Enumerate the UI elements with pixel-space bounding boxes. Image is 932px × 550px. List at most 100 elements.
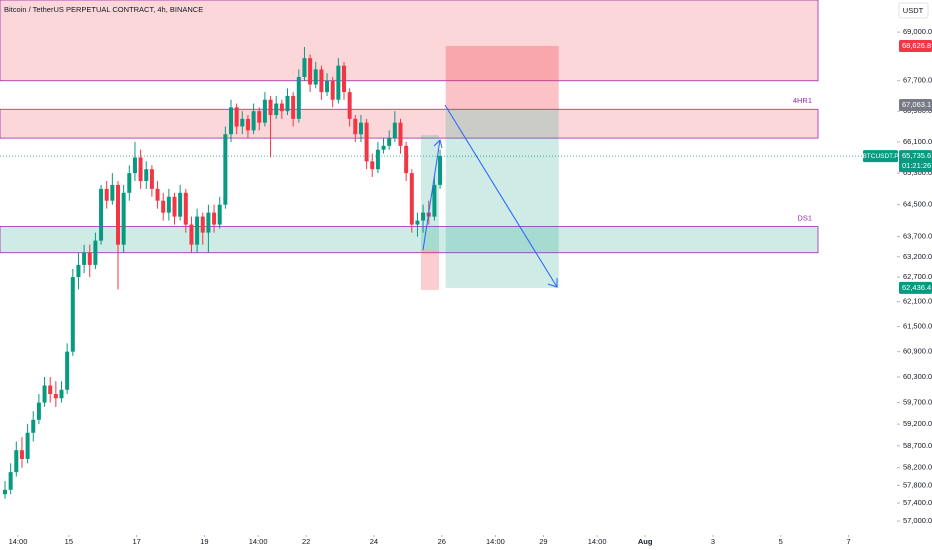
price-label: 67,063.1 bbox=[902, 100, 931, 109]
candle-body bbox=[31, 419, 36, 433]
last-price-box bbox=[899, 150, 932, 173]
candle-body bbox=[347, 92, 352, 119]
x-tick-label: 14:00 bbox=[9, 537, 28, 546]
candle-body bbox=[409, 173, 414, 225]
candle-body bbox=[212, 212, 217, 225]
candle-body bbox=[223, 134, 228, 205]
candle-body bbox=[358, 122, 363, 135]
candle-body bbox=[206, 212, 211, 233]
candle-body bbox=[217, 204, 222, 225]
price-label-box bbox=[899, 281, 932, 294]
price-label-box bbox=[899, 98, 932, 111]
price-label: 62,436.4 bbox=[902, 283, 931, 292]
candle-body bbox=[421, 212, 426, 221]
y-tick-label: 62,700.0 bbox=[903, 272, 932, 281]
candle-body bbox=[138, 157, 143, 181]
candle-body bbox=[325, 80, 330, 93]
candle-body bbox=[178, 192, 183, 217]
candle-body bbox=[404, 145, 409, 174]
candle-body bbox=[14, 450, 19, 473]
candle-body bbox=[336, 65, 341, 100]
x-tick-label: 3 bbox=[711, 537, 715, 546]
candle-body bbox=[53, 394, 58, 399]
currency[interactable]: USDT bbox=[903, 6, 924, 15]
candle-body bbox=[234, 107, 239, 127]
candle-body bbox=[144, 169, 149, 181]
candle-body bbox=[82, 252, 87, 265]
y-tick-label: 67,700.0 bbox=[903, 76, 932, 85]
y-tick-label: 60,900.0 bbox=[903, 347, 932, 356]
candle-body bbox=[70, 277, 75, 352]
candle-body bbox=[25, 432, 30, 459]
candle-body bbox=[319, 69, 324, 93]
candle-body bbox=[132, 157, 137, 174]
candle-body bbox=[353, 118, 358, 135]
candle-body bbox=[392, 122, 397, 139]
candle-body bbox=[93, 240, 98, 265]
candle-body bbox=[313, 69, 318, 85]
candle-body bbox=[127, 173, 132, 193]
candle-body bbox=[48, 385, 53, 395]
x-tick-label: 29 bbox=[539, 537, 547, 546]
candle-body bbox=[42, 385, 47, 403]
candle-body bbox=[291, 95, 296, 119]
x-tick-label: 14:00 bbox=[588, 537, 607, 546]
x-tick-label: Aug bbox=[638, 537, 653, 546]
candle-body bbox=[375, 149, 380, 170]
y-tick-label: 63,700.0 bbox=[903, 232, 932, 241]
candle-body bbox=[257, 111, 262, 123]
x-tick-label: 5 bbox=[779, 537, 783, 546]
last-price-label: 65,735.6 bbox=[902, 151, 931, 160]
candle-body bbox=[200, 216, 205, 233]
y-tick-label: 69,000.0 bbox=[903, 27, 932, 36]
candle-body bbox=[285, 95, 290, 112]
currency-box[interactable] bbox=[898, 2, 929, 19]
candle-body bbox=[415, 220, 420, 225]
y-tick-label: 62,100.0 bbox=[903, 297, 932, 306]
candle-body bbox=[308, 58, 313, 85]
candle-body bbox=[370, 161, 375, 170]
x-tick-label: 19 bbox=[200, 537, 208, 546]
candle-body bbox=[296, 76, 301, 119]
x-tick-label: 17 bbox=[132, 537, 140, 546]
x-tick-label: 26 bbox=[438, 537, 446, 546]
countdown-label: 01:21:26 bbox=[902, 161, 931, 170]
candle-body bbox=[342, 65, 346, 93]
y-tick-label: 63,200.0 bbox=[903, 252, 932, 261]
candle-body bbox=[364, 122, 369, 162]
candle-body bbox=[155, 188, 160, 201]
down-arrow bbox=[444, 104, 558, 288]
candle-body bbox=[251, 111, 256, 131]
x-tick-label: 15 bbox=[65, 537, 73, 546]
zone-label: DS1 bbox=[797, 214, 812, 223]
candle-body bbox=[121, 192, 126, 245]
candle-body bbox=[195, 216, 200, 245]
x-tick-label: 7 bbox=[846, 537, 850, 546]
candle-body bbox=[438, 156, 443, 185]
candle-body bbox=[183, 192, 188, 225]
candle-body bbox=[229, 107, 233, 135]
candle-body bbox=[381, 145, 386, 150]
x-tick-label: 22 bbox=[302, 537, 310, 546]
zone bbox=[0, 108, 819, 139]
candle-body bbox=[398, 122, 403, 146]
candle-body bbox=[189, 224, 194, 245]
small-risk-box bbox=[421, 250, 439, 290]
candle-body bbox=[65, 351, 70, 390]
candle-body bbox=[279, 103, 284, 112]
candle-body bbox=[99, 188, 104, 241]
y-tick-label: 64,500.0 bbox=[903, 200, 932, 209]
zone bbox=[0, 226, 819, 254]
zone bbox=[0, 0, 819, 82]
y-tick-label: 59,200.0 bbox=[903, 419, 932, 428]
symbol-box bbox=[863, 150, 898, 163]
y-tick-label: 58,700.0 bbox=[903, 441, 932, 450]
x-tick-label: 24 bbox=[370, 537, 378, 546]
down-arrow-head bbox=[547, 278, 558, 288]
candle-body bbox=[274, 103, 279, 115]
price-label: 68,626.8 bbox=[902, 41, 931, 50]
candle-body bbox=[76, 264, 81, 278]
plot-area: 4HR1 DS1 bbox=[0, 0, 862, 499]
